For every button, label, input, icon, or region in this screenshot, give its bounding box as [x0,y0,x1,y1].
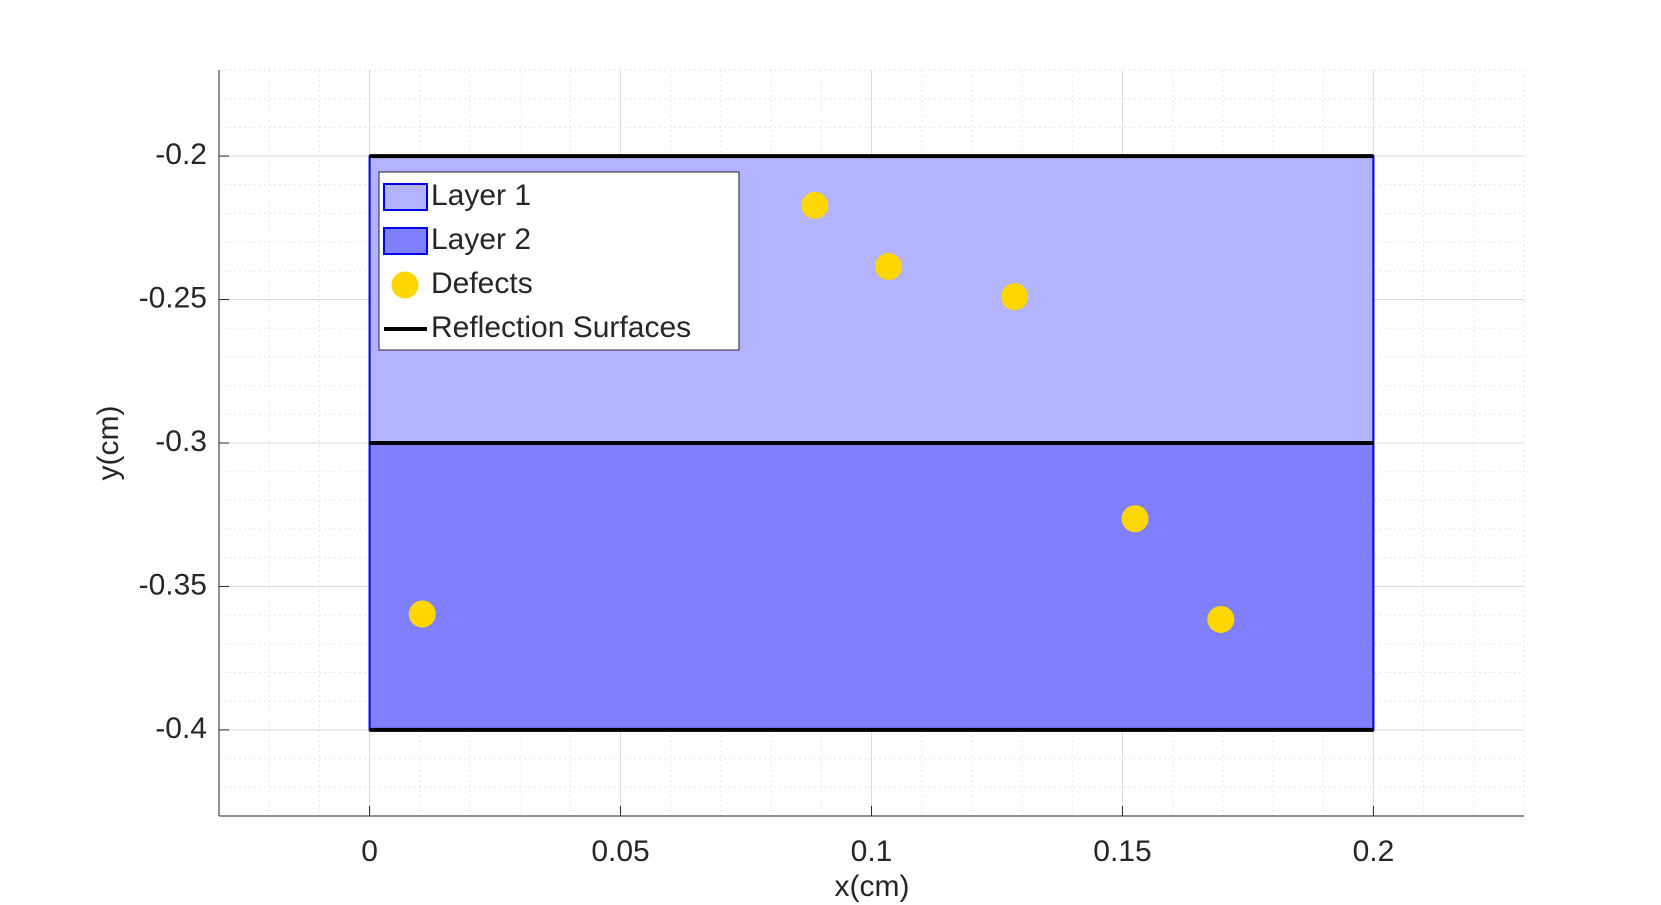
y-tick-label: -0.4 [155,712,207,745]
x-tick-label: 0 [361,835,378,868]
legend-label: Defects [431,267,533,300]
y-tick-label: -0.25 [139,281,207,314]
legend-swatch [391,271,419,299]
legend-label: Layer 1 [431,179,531,212]
legend-label: Layer 2 [431,223,531,256]
legend-box [378,171,740,351]
x-axis-label: x(cm) [835,870,910,903]
x-tick-label: 0.15 [1093,835,1151,868]
legend-swatch [383,183,428,211]
y-axis-label: y(cm) [92,406,125,481]
legend-label: Reflection Surfaces [431,311,691,344]
defect [408,600,436,628]
defect [1207,605,1235,633]
legend-swatch [383,227,428,255]
y-tick-label: -0.2 [155,138,207,171]
x-tick-label: 0.05 [591,835,649,868]
layer [368,442,1375,731]
defect [875,253,903,281]
x-tick-label: 0.2 [1353,835,1395,868]
x-tick-label: 0.1 [851,835,893,868]
defect [1121,505,1149,533]
defect [1001,283,1029,311]
y-tick-label: -0.35 [139,568,207,601]
y-tick-label: -0.3 [155,425,207,458]
defect [801,191,829,219]
